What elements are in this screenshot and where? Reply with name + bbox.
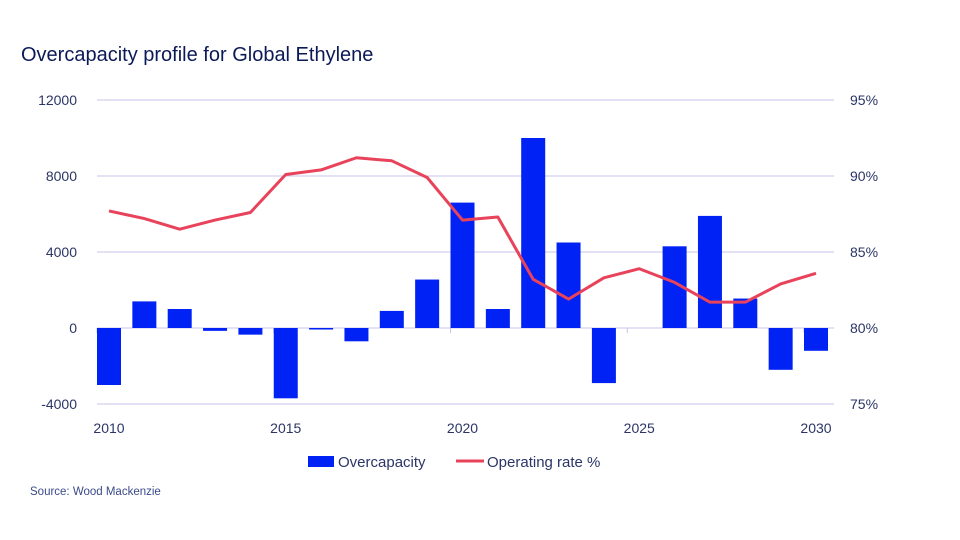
- chart-title: Overcapacity profile for Global Ethylene: [21, 44, 374, 66]
- y-left-tick-label: 8000: [46, 168, 77, 184]
- legend-label-overcapacity: Overcapacity: [338, 454, 426, 471]
- legend-swatch-overcapacity: [308, 456, 334, 467]
- x-tick-label: 2015: [270, 420, 301, 436]
- bar-2030: [804, 328, 828, 351]
- bar-2011: [132, 301, 157, 328]
- bar-2017: [344, 328, 369, 342]
- x-tick-label: 2025: [624, 420, 655, 436]
- y-left-tick-label: 0: [69, 320, 77, 336]
- bar-2023: [556, 242, 581, 328]
- x-tick-label: 2010: [93, 420, 124, 436]
- x-tick-label: 2030: [800, 420, 831, 436]
- bar-2029: [768, 328, 793, 370]
- bar-2014: [238, 328, 263, 335]
- y-left-tick-label: 4000: [46, 244, 77, 260]
- bar-2019: [415, 279, 440, 328]
- y-left-tick-label: 12000: [38, 92, 77, 108]
- bar-2012: [167, 309, 192, 328]
- bar-2022: [521, 138, 546, 328]
- y-right-tick-label: 80%: [850, 320, 878, 336]
- bar-2024: [591, 328, 616, 384]
- legend-label-operating-rate: Operating rate %: [487, 454, 600, 471]
- operating-rate-line: [108, 156, 817, 304]
- bar-2010: [97, 328, 121, 385]
- y-right-tick-label: 95%: [850, 92, 878, 108]
- source-note: Source: Wood Mackenzie: [30, 486, 161, 498]
- y-right-tick-label: 90%: [850, 168, 878, 184]
- bar-2027: [697, 215, 722, 328]
- bar-2013: [203, 328, 228, 331]
- y-left-tick-label: -4000: [41, 396, 77, 412]
- x-tick-label: 2020: [447, 420, 478, 436]
- bar-2018: [379, 310, 404, 328]
- y-right-tick-label: 75%: [850, 396, 878, 412]
- bar-2015: [273, 328, 298, 399]
- bar-2020: [450, 202, 475, 328]
- y-right-tick-label: 85%: [850, 244, 878, 260]
- bar-2021: [485, 309, 510, 328]
- bar-2016: [309, 328, 334, 330]
